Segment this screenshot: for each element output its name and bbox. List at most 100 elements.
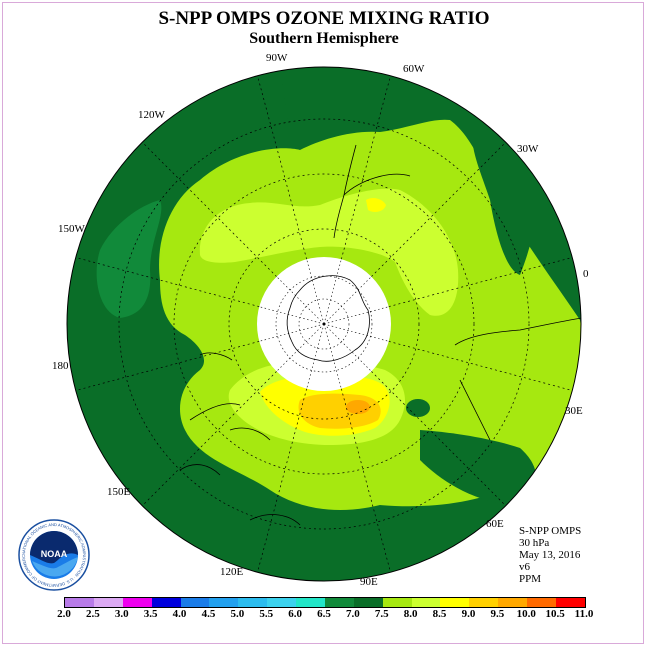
lon-label-60e: 60E xyxy=(486,518,504,530)
pole-meridian-line xyxy=(323,323,389,342)
pole-meridian-line xyxy=(259,306,325,325)
colorbar-tick-label: 8.5 xyxy=(432,608,447,620)
colorbar-tick-label: 3.0 xyxy=(114,608,129,620)
meridian-line xyxy=(257,388,307,573)
colorbar-swatch xyxy=(209,598,239,607)
pole-latitude-circle xyxy=(298,298,350,350)
colorbar-tick-label: 2.0 xyxy=(57,608,71,620)
colorbar-tick-label: 10.0 xyxy=(516,608,536,620)
lon-label-30e: 30E xyxy=(565,405,583,417)
meridian-line xyxy=(388,257,573,307)
lon-label-60w: 60W xyxy=(403,63,425,75)
coastlines xyxy=(179,144,581,526)
contour-8.5-north xyxy=(366,197,386,213)
contour-7.0-hole-small xyxy=(406,399,430,417)
colorbar-swatch xyxy=(93,598,123,607)
contour-9.5-south xyxy=(346,400,370,414)
lon-label-90e: 90E xyxy=(360,576,378,588)
colorbar-swatch xyxy=(527,598,556,607)
south-pole-marker xyxy=(322,322,326,326)
pole-meridian-line xyxy=(323,323,342,389)
info-units: PPM xyxy=(519,573,542,585)
meridian-line xyxy=(257,75,307,260)
colorbar-swatch xyxy=(440,598,470,607)
colorbar-tick-label: 9.5 xyxy=(490,608,505,620)
latitude-circle xyxy=(228,228,420,420)
info-level: 30 hPa xyxy=(519,537,550,549)
latitude-circle xyxy=(118,118,530,530)
pole-meridian-line xyxy=(276,276,325,325)
colorbar-swatch xyxy=(296,598,325,607)
meridian-line xyxy=(371,371,506,506)
latitude-circle xyxy=(173,173,475,475)
pole-meridian-line xyxy=(306,259,325,325)
contour-7.0-hole-n xyxy=(280,67,370,138)
colorbar-swatch xyxy=(65,598,94,607)
colorbar-swatch xyxy=(382,598,412,607)
map-boundary xyxy=(66,66,582,582)
colorbar-swatch xyxy=(353,598,383,607)
pole-meridian-line xyxy=(323,276,372,325)
meridian-line xyxy=(341,388,391,573)
contour-8.0-ring xyxy=(199,188,459,316)
meridian-line xyxy=(75,341,260,391)
pole-meridian-line xyxy=(323,306,389,325)
colorbar-tick-label: 7.0 xyxy=(346,608,360,620)
colorbar-tick-label: 4.5 xyxy=(201,608,216,620)
colorbar-swatch xyxy=(469,598,499,607)
colorbar-tick-label: 2.5 xyxy=(86,608,100,620)
info-instrument: S-NPP OMPS xyxy=(519,525,582,537)
ozone-field xyxy=(67,67,581,581)
meridian-line xyxy=(142,371,277,506)
colorbar-tick-label: 6.0 xyxy=(288,608,302,620)
colorbar-tick-label: 10.5 xyxy=(545,608,565,620)
colorbar-tick-label: 5.0 xyxy=(230,608,245,620)
colorbar-tick-label: 6.5 xyxy=(317,608,331,620)
svg-text:NOAA: NOAA xyxy=(41,549,68,559)
lon-label-150w: 150W xyxy=(58,223,85,235)
contour-6.5-west xyxy=(96,200,162,318)
map-subtitle: Southern Hemisphere xyxy=(249,30,399,47)
colorbar-swatch xyxy=(151,598,181,607)
meridian-line xyxy=(388,341,573,391)
colorbar-swatch xyxy=(180,598,210,607)
colorbar-tick-label: 3.5 xyxy=(143,608,158,620)
pole-meridian-line xyxy=(323,323,372,372)
lon-label-150e: 150E xyxy=(107,486,131,498)
colorbar-swatch xyxy=(555,598,585,607)
antarctica-coast xyxy=(286,275,370,362)
pole-meridian-line xyxy=(323,259,342,325)
pole-meridian-line xyxy=(276,323,325,372)
contour-9.0-south xyxy=(298,393,381,429)
info-date: May 13, 2016 xyxy=(519,549,581,561)
meridian-line xyxy=(341,75,391,260)
colorbar-tick-label: 7.5 xyxy=(374,608,389,620)
meridian-line xyxy=(75,257,260,307)
pole-latitude-circle xyxy=(275,275,373,373)
meridian-line xyxy=(371,142,506,277)
meridian-line xyxy=(142,142,277,277)
colorbar-swatch xyxy=(411,598,441,607)
map-title: S-NPP OMPS OZONE MIXING RATIO xyxy=(158,8,490,29)
colorbar-tick-label: 11.0 xyxy=(574,608,594,620)
pole-meridian-line xyxy=(259,323,325,342)
graticule xyxy=(75,75,573,573)
pole-graticule xyxy=(259,259,389,389)
colorbar-swatch xyxy=(498,598,527,607)
noaa-logo: NOAA NATIONAL OCEANIC AND ATMOSPHERIC AD… xyxy=(18,519,90,591)
colorbar-swatch xyxy=(122,598,152,607)
lon-label-30w: 30W xyxy=(517,143,539,155)
lon-label-120e: 120E xyxy=(220,566,244,578)
colorbar-tick-label: 9.0 xyxy=(461,608,476,620)
colorbar xyxy=(64,597,586,608)
colorbar-tick-label: 4.0 xyxy=(172,608,187,620)
lon-label-90w: 90W xyxy=(266,52,288,64)
lon-label-180: 180 xyxy=(52,360,69,372)
contour-7.0-hole-south xyxy=(420,430,537,505)
colorbar-swatch xyxy=(324,598,354,607)
colorbar-swatch xyxy=(267,598,296,607)
colorbar-tick-label: 8.0 xyxy=(403,608,418,620)
info-block: S-NPP OMPS 30 hPa May 13, 2016 v6 PPM xyxy=(519,525,581,585)
